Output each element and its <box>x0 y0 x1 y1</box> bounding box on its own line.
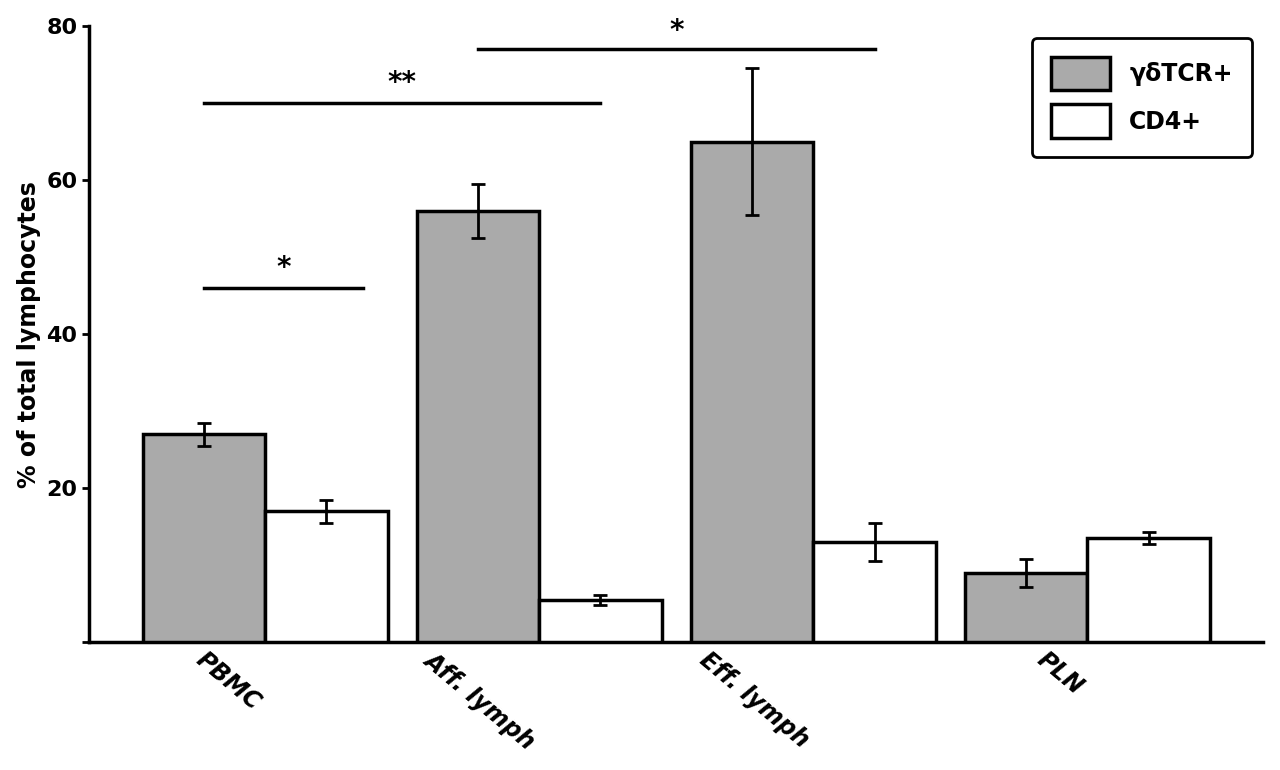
Y-axis label: % of total lymphocytes: % of total lymphocytes <box>17 181 41 487</box>
Bar <box>965 573 1088 642</box>
Legend: γδTCR+, CD4+: γδTCR+, CD4+ <box>1033 38 1252 157</box>
Text: *: * <box>669 18 684 45</box>
Bar <box>416 211 539 642</box>
Text: **: ** <box>388 69 416 97</box>
Bar <box>691 142 813 642</box>
Bar <box>813 542 936 642</box>
Bar <box>142 434 265 642</box>
Bar <box>1088 538 1210 642</box>
Bar <box>265 511 388 642</box>
Bar <box>539 600 662 642</box>
Text: *: * <box>276 254 291 282</box>
